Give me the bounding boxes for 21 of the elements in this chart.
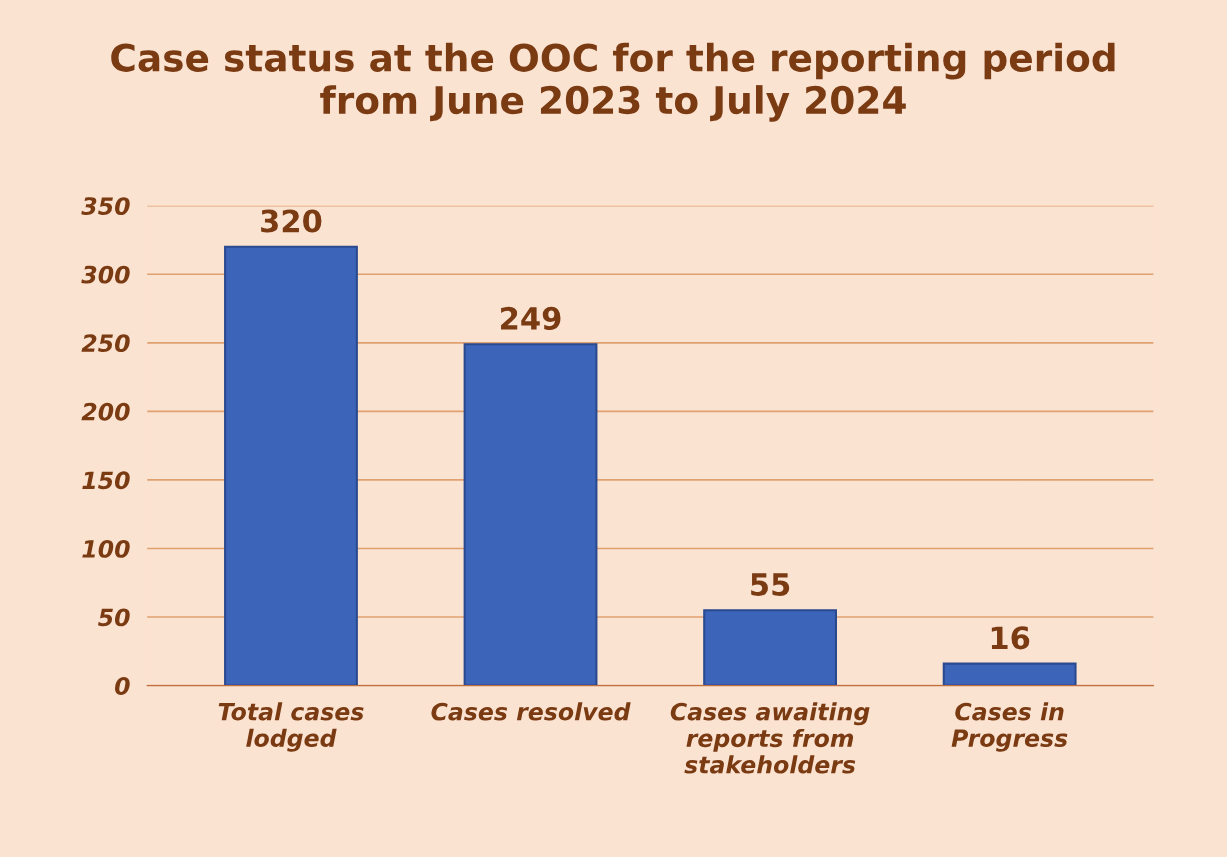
bar [703,609,838,686]
y-tick-label: 50 [98,608,130,627]
y-tick-label: 200 [81,402,130,421]
x-tick-label: Cases resolved [431,702,631,721]
y-tick-label: 350 [81,197,130,215]
x-tick-label: Cases in Progress [951,702,1068,752]
data-label: 55 [751,573,790,596]
y-tick-label: 0 [115,677,130,695]
data-label: 249 [501,306,561,330]
data-label: 16 [991,626,1030,650]
y-tick-label: 100 [82,539,130,558]
y-tick-label: 150 [82,471,130,490]
bar [224,245,358,686]
data-label: 320 [261,209,322,233]
bar [463,343,598,686]
chart-title: Case status at the OOC for the reporting period from June 2023 to July 2024 [111,42,1115,122]
bar [942,662,1077,686]
x-tick-label: Cases awaiting reports from stakeholders [670,702,870,774]
y-tick-label: 250 [81,334,130,353]
y-tick-label: 300 [81,265,130,284]
x-tick-label: Total cases lodged [218,702,364,752]
